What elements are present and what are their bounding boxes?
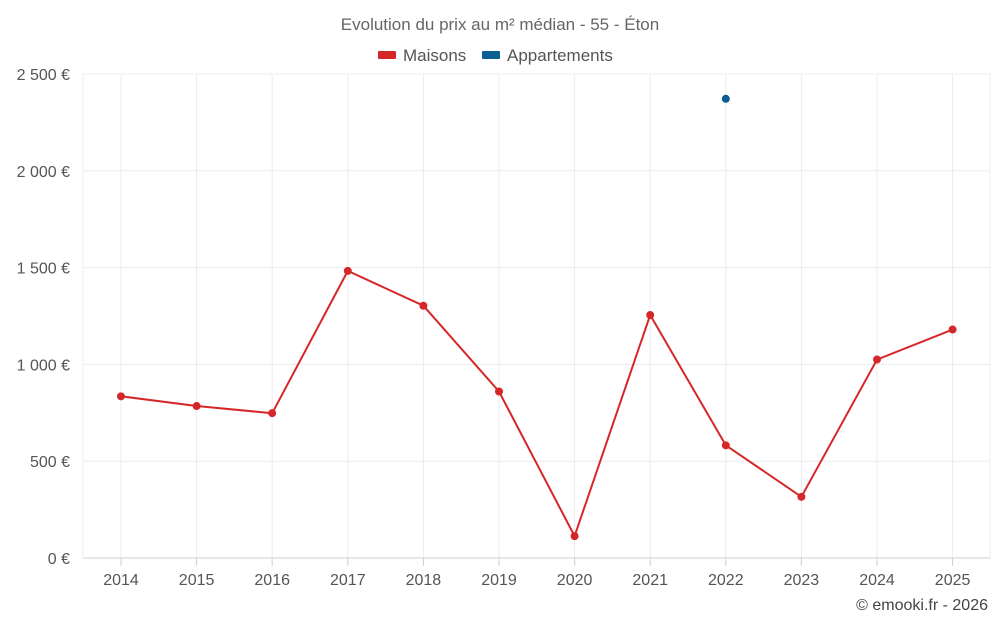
y-tick-label: 2 500 €	[17, 67, 70, 84]
legend-swatch-appartements	[482, 51, 500, 59]
data-point-maisons-2024[interactable]	[873, 355, 881, 364]
data-point-maisons-2014[interactable]	[117, 392, 125, 401]
axes: 0 € 500 € 1 000 € 1 500 € 2 000 € 2 500 € 2014…	[17, 67, 990, 589]
legend: Maisons Appartements	[378, 46, 613, 65]
data-point-maisons-2019[interactable]	[495, 387, 503, 396]
data-point-maisons-2017[interactable]	[343, 266, 352, 275]
legend-label-maisons: Maisons	[403, 46, 466, 65]
x-tick-label: 2023	[784, 572, 820, 589]
y-tick-label: 500 €	[30, 454, 70, 471]
data-point-maisons-2021[interactable]	[646, 311, 655, 320]
x-tick-label: 2015	[179, 572, 215, 589]
y-tick-label: 0 €	[48, 551, 70, 568]
data-point-maisons-2018[interactable]	[419, 301, 428, 310]
x-tick-label: 2018	[406, 572, 442, 589]
data-point-maisons-2015[interactable]	[192, 402, 201, 411]
x-tick-label: 2022	[708, 572, 744, 589]
chart-title: Evolution du prix au m² médian - 55 - Ét…	[341, 15, 659, 34]
legend-swatch-maisons	[378, 51, 396, 59]
x-tick-label: 2014	[103, 572, 139, 589]
y-tick-label: 1 500 €	[17, 261, 70, 278]
legend-item-appartements[interactable]: Appartements	[482, 46, 613, 65]
x-tick-label: 2025	[935, 572, 971, 589]
x-tick-label: 2020	[557, 572, 593, 589]
x-tick-label: 2017	[330, 572, 366, 589]
credit-text: © emooki.fr - 2026	[856, 597, 988, 614]
data-point-maisons-2020[interactable]	[570, 532, 579, 541]
grid	[82, 73, 991, 558]
data-point-maisons-2025[interactable]	[948, 325, 957, 334]
legend-item-maisons[interactable]: Maisons	[378, 46, 466, 65]
data-point-appartements-2022[interactable]	[721, 94, 730, 103]
y-tick-label: 2 000 €	[17, 164, 70, 181]
series-layer	[117, 94, 957, 541]
legend-label-appartements: Appartements	[507, 46, 613, 65]
data-point-maisons-2016[interactable]	[268, 409, 277, 418]
y-tick-label: 1 000 €	[17, 357, 70, 374]
data-point-maisons-2023[interactable]	[797, 492, 806, 501]
x-tick-label: 2016	[254, 572, 290, 589]
data-point-maisons-2022[interactable]	[721, 441, 730, 450]
x-tick-label: 2024	[859, 572, 895, 589]
x-tick-label: 2019	[481, 572, 517, 589]
x-tick-label: 2021	[632, 572, 668, 589]
series-line-maisons	[120, 269, 953, 538]
